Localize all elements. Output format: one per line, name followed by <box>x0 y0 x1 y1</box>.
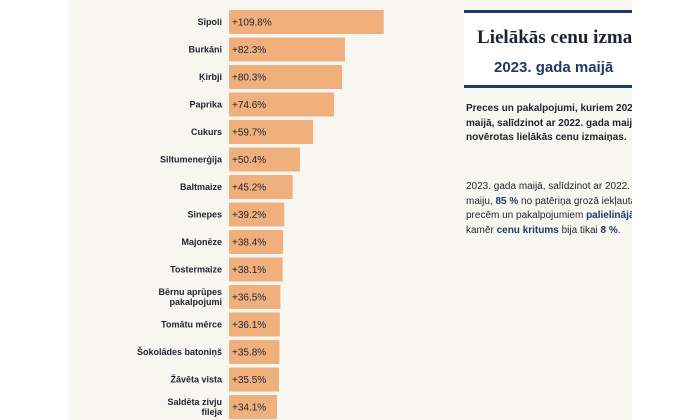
bar-14 <box>229 395 278 419</box>
category-label-8: Majonēze <box>181 237 222 247</box>
bar-3 <box>229 92 335 117</box>
value-label-4: +59.7% <box>232 128 266 139</box>
category-label-13: Žāvēta vista <box>170 374 223 385</box>
bar-5 <box>229 147 301 172</box>
page-title: Lielākās cenu izmaiņas <box>477 27 632 48</box>
note-comma: , kamēr <box>466 224 494 236</box>
value-label-8: +38.4% <box>232 238 266 249</box>
category-label-4: Cukurs <box>191 127 222 137</box>
category-label-3: Paprika <box>189 100 223 110</box>
value-label-9: +38.1% <box>232 265 266 276</box>
note-intro: 2023. gada maijā, salīdzinot ar 2022. ga… <box>466 181 632 207</box>
value-label-11: +36.1% <box>232 320 266 331</box>
bar-chart: +109.8% Sīpoli +82.3% Burkāni +80.3% Ķirbji +7… <box>137 10 384 419</box>
category-label-9: Tostermaize <box>170 265 222 275</box>
note-pct-down: 8 % <box>600 224 618 236</box>
title-box: Lielākās cenu izmaiņas 2023. gada maijā <box>464 10 632 88</box>
value-label-6: +45.2% <box>232 183 266 194</box>
infographic: +109.8% Sīpoli +82.3% Burkāni +80.3% Ķirbji +7… <box>68 0 632 420</box>
bar-7 <box>229 202 285 227</box>
category-label-6: Baltmaize <box>180 182 222 192</box>
category-label-7: Sinepes <box>187 210 222 220</box>
category-label-5: Siltumenerģija <box>160 155 223 165</box>
value-label-1: +82.3% <box>232 45 266 56</box>
value-label-14: +34.1% <box>232 403 266 414</box>
note-up-phrase: palielinājās cenas <box>586 210 632 221</box>
note-pct-up: 85 % <box>495 195 519 207</box>
bar-2 <box>229 65 343 89</box>
bar-13 <box>229 367 280 392</box>
note-end: . <box>617 224 621 236</box>
note-tail: bija tikai <box>561 224 598 236</box>
value-label-13: +35.5% <box>232 375 266 386</box>
category-label-1: Burkāni <box>188 45 222 55</box>
value-label-10: +36.5% <box>232 293 266 304</box>
category-label-14: Saldēta zivju fileja <box>167 397 223 417</box>
bar-11 <box>229 312 280 337</box>
bar-12 <box>229 340 280 364</box>
value-label-12: +35.8% <box>232 348 266 359</box>
value-label-5: +50.4% <box>232 155 266 166</box>
bar-4 <box>229 120 314 144</box>
bar-8 <box>229 230 284 254</box>
category-label-0: Sīpoli <box>198 17 223 27</box>
bar-6 <box>229 175 293 199</box>
value-label-0: +109.8% <box>232 18 272 29</box>
bar-0 <box>229 10 384 34</box>
bar-9 <box>229 257 283 282</box>
category-label-11: Tomātu mērce <box>161 320 222 330</box>
value-label-3: +74.6% <box>232 100 266 111</box>
bar-1 <box>229 37 345 62</box>
note-down-phrase: cenu kritums <box>496 224 559 236</box>
description-text: Preces un pakalpojumi, kuriem 2023. gada… <box>466 103 632 143</box>
bar-10 <box>229 285 281 309</box>
value-label-2: +80.3% <box>232 73 266 84</box>
category-label-12: Šokolādes batoniņš <box>137 346 222 357</box>
category-label-2: Ķirbji <box>199 72 222 82</box>
page-subtitle: 2023. gada maijā <box>494 59 614 76</box>
value-label-7: +39.2% <box>232 210 266 221</box>
note-mid: no patēriņa grozā iekļautajām precēm un … <box>466 195 632 222</box>
summary-note: 2023. gada maijā, salīdzinot ar 2022. ga… <box>466 180 632 238</box>
category-label-10: Bērnu aprūpes pakalpojumi <box>158 287 222 307</box>
